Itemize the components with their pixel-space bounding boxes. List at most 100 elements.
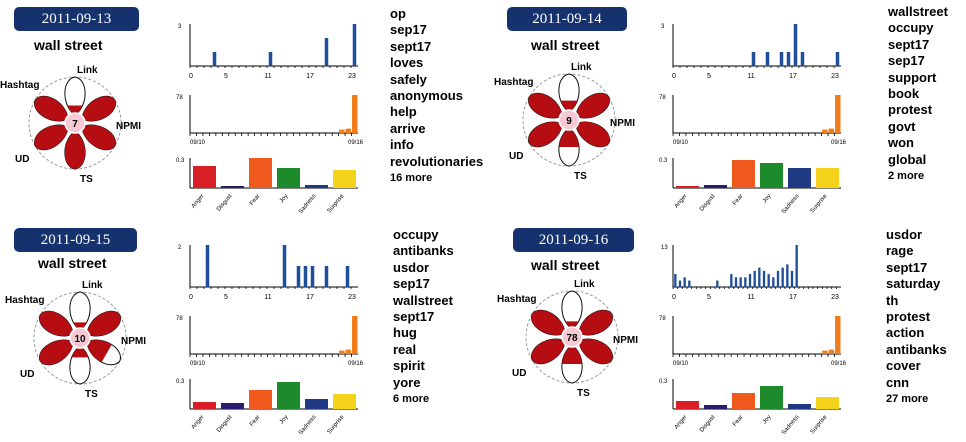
bar bbox=[676, 401, 699, 409]
petal bbox=[570, 115, 614, 152]
more-link[interactable]: 16 more bbox=[390, 172, 433, 185]
word-item: info bbox=[390, 137, 414, 153]
bar bbox=[221, 403, 244, 409]
x-tick-label: 09/10 bbox=[190, 140, 206, 146]
chart-group: 13 0 5 11 17 23 78 09/10 09/16 0.3 Anger Disgust Fea… bbox=[659, 245, 847, 436]
petal bbox=[573, 305, 617, 342]
x-tick-label: 11 bbox=[264, 73, 271, 80]
bar bbox=[776, 270, 780, 287]
bar bbox=[324, 266, 329, 287]
bar bbox=[193, 166, 216, 188]
more-link[interactable]: 6 more bbox=[393, 393, 430, 406]
bar bbox=[678, 280, 682, 287]
category-label: Anger bbox=[674, 414, 689, 430]
x-tick-label: 5 bbox=[707, 73, 711, 80]
topic-panel: 2011-09-16 wall street 78 Link Hashtag NPMI… bbox=[483, 221, 966, 442]
ts-label: TS bbox=[574, 171, 587, 182]
x-tick-label: 0 bbox=[189, 294, 193, 301]
x-tick-label: 5 bbox=[224, 73, 228, 80]
bar bbox=[730, 274, 733, 287]
petal bbox=[76, 118, 120, 155]
bar bbox=[748, 274, 752, 287]
bar bbox=[704, 185, 727, 188]
word-item: yore bbox=[393, 374, 421, 390]
npmi-label: NPMI bbox=[610, 118, 635, 129]
bar bbox=[221, 186, 244, 188]
word-item: action bbox=[886, 325, 925, 341]
more-link[interactable]: 2 more bbox=[888, 170, 925, 183]
word-item: usdor bbox=[886, 227, 923, 242]
bar bbox=[758, 267, 761, 287]
bar bbox=[734, 277, 738, 287]
center-value: 78 bbox=[566, 333, 578, 344]
bar bbox=[296, 266, 301, 287]
bar bbox=[835, 52, 840, 66]
bar bbox=[339, 350, 345, 354]
x-tick-label: 17 bbox=[789, 294, 797, 301]
x-tick-label: 11 bbox=[264, 294, 271, 301]
x-tick-label: 17 bbox=[306, 294, 314, 301]
word-item: spirit bbox=[393, 358, 425, 374]
center-value: 7 bbox=[72, 119, 78, 130]
petal-outline bbox=[561, 290, 583, 330]
category-label: Joy bbox=[279, 414, 290, 425]
bar bbox=[303, 266, 308, 287]
center-value: 9 bbox=[566, 116, 572, 127]
word-item: sep17 bbox=[390, 22, 427, 38]
category-label: Anger bbox=[191, 414, 206, 430]
more-link[interactable]: 27 more bbox=[886, 393, 929, 406]
bar bbox=[788, 168, 811, 188]
word-item: sept17 bbox=[888, 36, 930, 52]
word-item: occupy bbox=[888, 20, 934, 36]
word-item: cnn bbox=[886, 374, 910, 390]
x-tick-label: 23 bbox=[831, 73, 839, 80]
y-tick-label: 78 bbox=[659, 316, 666, 322]
bar bbox=[310, 266, 315, 287]
bar bbox=[816, 168, 839, 188]
word-item: occupy bbox=[393, 227, 439, 242]
center-value: 10 bbox=[74, 334, 86, 345]
bar bbox=[345, 349, 352, 354]
bar bbox=[822, 129, 828, 133]
topic-title: wall street bbox=[38, 255, 107, 271]
word-item: anonymous bbox=[390, 88, 463, 104]
ud-label: UD bbox=[512, 368, 526, 379]
date-badge: 2011-09-13 bbox=[14, 7, 139, 31]
x-tick-label: 09/16 bbox=[831, 361, 847, 367]
category-label: Joy bbox=[762, 193, 773, 204]
category-label: Disgust bbox=[216, 193, 234, 212]
topic-title: wall street bbox=[531, 37, 600, 53]
bar bbox=[732, 160, 755, 188]
link-label: Link bbox=[77, 65, 98, 76]
category-label: Sadness bbox=[781, 414, 801, 436]
date-badge: 2011-09-14 bbox=[507, 7, 627, 31]
hashtag-label: Hashtag bbox=[497, 294, 536, 305]
word-list: wallstreet occupy sept17 sep17 support book pr… bbox=[888, 4, 948, 184]
bar bbox=[674, 274, 677, 287]
word-item: revolutionaries bbox=[390, 153, 484, 169]
word-item: sept17 bbox=[393, 309, 435, 325]
x-tick-label: 11 bbox=[747, 73, 754, 80]
y-tick-label: 78 bbox=[176, 316, 183, 322]
x-tick-label: 0 bbox=[672, 294, 676, 301]
bar bbox=[751, 52, 756, 66]
metric-flower: 7 Link Hashtag NPMI UD TS bbox=[0, 65, 141, 185]
petal bbox=[573, 332, 617, 369]
bar bbox=[835, 95, 841, 133]
petal-outline bbox=[69, 291, 91, 331]
bar bbox=[688, 280, 691, 287]
ud-label: UD bbox=[15, 154, 29, 165]
word-item: sep17 bbox=[888, 53, 925, 69]
ts-label: TS bbox=[85, 389, 98, 400]
bar bbox=[822, 350, 828, 354]
word-item: cover bbox=[886, 358, 921, 374]
bar bbox=[800, 52, 805, 66]
date-badge: 2011-09-15 bbox=[14, 228, 137, 252]
category-label: Fear bbox=[249, 193, 262, 206]
bar bbox=[765, 52, 770, 66]
y-tick-label: 2 bbox=[178, 245, 182, 251]
bar bbox=[333, 170, 356, 188]
bar bbox=[333, 394, 356, 409]
bar bbox=[767, 274, 770, 287]
x-tick-label: 09/16 bbox=[831, 140, 847, 146]
